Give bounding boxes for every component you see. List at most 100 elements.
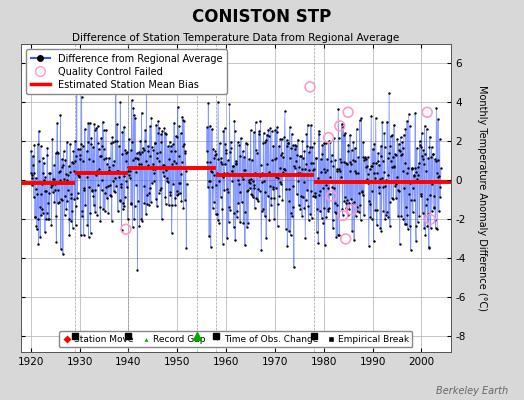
Point <box>225 204 233 210</box>
Point <box>269 142 278 149</box>
Point <box>171 133 180 139</box>
Point <box>66 168 74 175</box>
Point <box>219 128 227 134</box>
Point <box>82 168 90 175</box>
Point <box>209 205 217 212</box>
Point <box>100 146 108 153</box>
Point <box>41 229 49 235</box>
Point <box>316 208 324 214</box>
Point <box>378 119 386 125</box>
Point <box>279 154 288 160</box>
Point <box>154 118 162 124</box>
Point <box>234 177 242 183</box>
Point <box>263 161 271 168</box>
Point <box>388 164 396 170</box>
Point <box>420 225 428 231</box>
Point <box>126 174 134 181</box>
Point <box>314 128 323 134</box>
Point <box>127 200 136 206</box>
Point <box>352 126 361 132</box>
Point <box>310 140 319 146</box>
Point <box>34 216 42 222</box>
Point <box>173 188 181 195</box>
Point <box>265 216 274 223</box>
Point <box>368 188 376 194</box>
Point <box>49 189 57 195</box>
Point <box>78 94 86 100</box>
Point <box>137 161 145 167</box>
Point <box>345 200 353 206</box>
Point <box>315 191 323 198</box>
Point <box>403 118 411 124</box>
Point <box>413 219 422 225</box>
Point <box>268 128 276 134</box>
Point <box>219 174 227 180</box>
Point <box>31 174 40 181</box>
Point <box>129 105 138 112</box>
Point <box>118 151 126 158</box>
Point <box>148 160 157 167</box>
Point <box>421 151 429 157</box>
Point <box>286 124 294 130</box>
Point <box>181 150 190 156</box>
Point <box>72 203 80 209</box>
Point <box>385 90 394 96</box>
Point <box>67 195 75 201</box>
Point <box>50 161 58 168</box>
Point <box>291 165 300 171</box>
Point <box>327 178 335 184</box>
Point <box>260 189 269 195</box>
Point <box>329 217 337 223</box>
Point <box>356 217 365 224</box>
Point <box>399 216 407 222</box>
Point <box>391 182 399 189</box>
Point <box>56 168 64 174</box>
Point <box>66 140 74 147</box>
Point <box>79 158 88 165</box>
Point <box>42 216 50 222</box>
Point <box>142 211 150 217</box>
Point <box>46 170 54 176</box>
Point <box>256 173 264 180</box>
Point <box>347 196 355 202</box>
Point <box>220 187 228 193</box>
Point <box>95 166 103 172</box>
Point <box>215 220 223 226</box>
Point <box>94 146 103 152</box>
Point <box>266 125 275 132</box>
Point <box>122 150 130 156</box>
Point <box>89 144 97 150</box>
Point <box>384 172 392 178</box>
Point <box>312 154 321 161</box>
Point <box>258 179 266 185</box>
Point <box>177 171 185 177</box>
Point <box>370 140 379 147</box>
Point <box>410 172 418 178</box>
Point <box>124 216 132 222</box>
Point <box>351 158 359 164</box>
Point <box>138 218 147 224</box>
Point <box>139 145 147 152</box>
Point <box>431 216 439 223</box>
Point <box>235 180 243 187</box>
Point <box>397 152 405 158</box>
Point <box>391 151 400 158</box>
Point <box>259 206 267 212</box>
Point <box>405 111 413 118</box>
Point <box>181 197 189 203</box>
Point <box>161 194 169 200</box>
Point <box>394 213 402 220</box>
Point <box>300 148 309 154</box>
Point <box>52 239 61 246</box>
Point <box>287 145 296 151</box>
Point <box>211 148 220 154</box>
Point <box>417 144 425 150</box>
Point <box>140 138 149 144</box>
Point <box>259 130 268 136</box>
Point <box>372 115 380 121</box>
Point <box>109 162 117 168</box>
Point <box>238 172 246 179</box>
Point <box>416 138 424 144</box>
Point <box>47 181 56 188</box>
Point <box>75 172 83 179</box>
